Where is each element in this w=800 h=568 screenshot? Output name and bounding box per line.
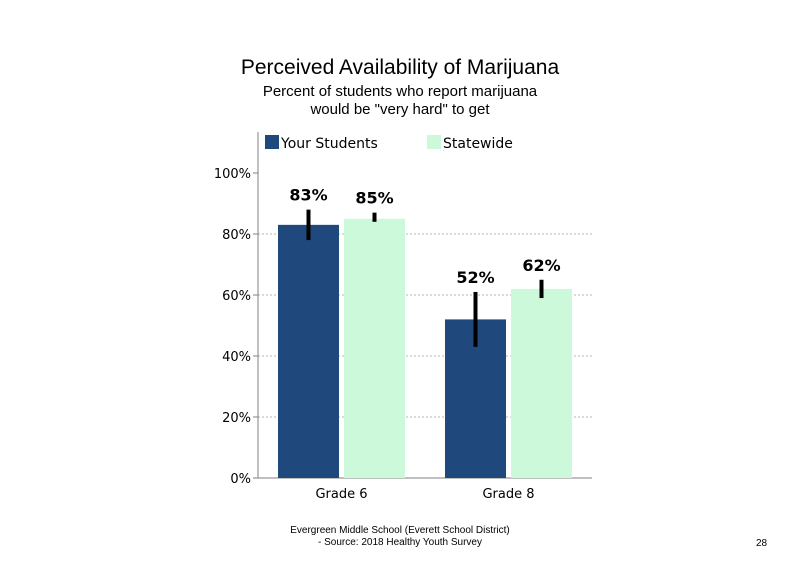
y-tick-label: 40% xyxy=(222,350,251,365)
y-tick-label: 100% xyxy=(214,167,251,182)
legend-swatch xyxy=(265,135,279,149)
y-tick-label: 20% xyxy=(222,411,251,426)
chart-subtitle-line-1: Percent of students who report marijuana xyxy=(262,83,538,100)
data-label: 85% xyxy=(355,189,393,208)
page-number: 28 xyxy=(756,538,768,549)
chart-title: Perceived Availability of Marijuana xyxy=(240,56,560,79)
footer: Evergreen Middle School (Everett School … xyxy=(200,525,600,549)
legend-swatch xyxy=(427,135,441,149)
legend-label: Statewide xyxy=(443,136,513,152)
footer-school: Evergreen Middle School (Everett School … xyxy=(290,525,510,536)
data-label: 52% xyxy=(456,268,494,287)
data-label: 83% xyxy=(289,186,327,205)
chart-subtitle-line-2: would be "very hard" to get xyxy=(310,101,490,118)
y-tick-label: 80% xyxy=(222,228,251,243)
bar xyxy=(278,224,339,478)
bar xyxy=(344,218,405,478)
footer-source: - Source: 2018 Healthy Youth Survey xyxy=(318,537,482,548)
data-label: 62% xyxy=(522,256,560,275)
x-tick-label: Grade 8 xyxy=(482,487,534,502)
y-tick-label: 0% xyxy=(230,472,251,487)
y-tick-label: 60% xyxy=(222,289,251,304)
legend-label: Your Students xyxy=(280,136,378,152)
bar xyxy=(511,288,572,478)
x-tick-label: Grade 6 xyxy=(315,487,367,502)
chart-subtitle: Percent of students who report marijuana… xyxy=(0,83,800,119)
